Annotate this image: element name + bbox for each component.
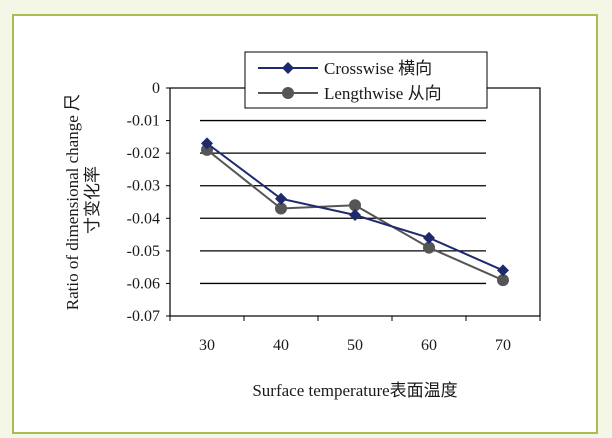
data-point <box>497 274 509 287</box>
y-tick-label: -0.06 <box>127 275 160 292</box>
y-axis-label: Ratio of dimensional change 尺 寸变化率 <box>63 90 102 310</box>
data-point <box>275 202 287 215</box>
legend-marker <box>282 62 294 74</box>
series-group <box>201 137 509 287</box>
legend-item-2: Lengthwise 从向 <box>258 84 442 103</box>
legend-label: Crosswise 横向 <box>324 59 432 78</box>
data-point <box>349 209 361 222</box>
data-point <box>201 143 213 156</box>
y-axis-label-line1: Ratio of dimensional change 尺 <box>63 94 82 310</box>
x-tick-label: 70 <box>495 337 511 354</box>
data-point <box>423 231 435 244</box>
y-tick-label: 0 <box>152 80 160 97</box>
x-tick-label: 30 <box>199 337 215 354</box>
x-tick-label: 60 <box>421 337 437 354</box>
y-tick-label: -0.03 <box>127 178 160 195</box>
data-point <box>349 199 361 212</box>
data-point <box>423 241 435 254</box>
x-tick-label: 50 <box>347 337 363 354</box>
y-axis-label-line2: 寸变化率 <box>83 166 102 234</box>
series-1 <box>201 137 509 277</box>
x-tick-label: 40 <box>273 337 289 354</box>
series-2 <box>201 143 509 287</box>
x-axis-ticks: 30 40 50 60 70 <box>169 316 541 354</box>
legend-marker <box>282 87 294 99</box>
legend-box <box>244 51 488 109</box>
gridlines <box>200 119 486 285</box>
y-tick-label: -0.05 <box>127 243 160 260</box>
legend-item-1: Crosswise 横向 <box>258 59 432 78</box>
y-tick-label: -0.04 <box>127 210 160 227</box>
y-tick-label: -0.07 <box>127 308 160 325</box>
y-axis-ticks: 0 -0.01 -0.02 -0.03 -0.04 -0.05 -0.06 -0.07 <box>127 80 170 325</box>
y-tick-label: -0.02 <box>127 145 160 162</box>
x-axis-label: Surface temperature表面温度 <box>252 381 457 400</box>
data-point <box>201 137 213 150</box>
y-tick-label: -0.01 <box>127 113 160 130</box>
legend-label: Lengthwise 从向 <box>324 84 442 103</box>
data-point <box>275 192 287 205</box>
legend: Crosswise 横向 Lengthwise 从向 <box>244 51 488 109</box>
data-point <box>497 264 509 277</box>
